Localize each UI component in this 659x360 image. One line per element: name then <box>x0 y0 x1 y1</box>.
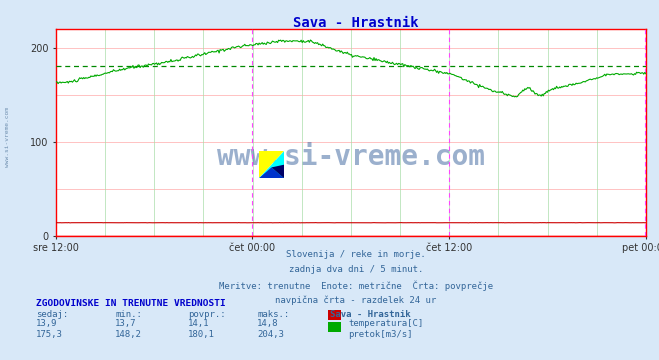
Text: www.si-vreme.com: www.si-vreme.com <box>5 107 11 167</box>
Text: www.si-vreme.com: www.si-vreme.com <box>217 143 485 171</box>
Text: 14,1: 14,1 <box>188 319 210 328</box>
Polygon shape <box>259 167 284 178</box>
Text: Sava - Hrastnik: Sava - Hrastnik <box>330 310 410 319</box>
Polygon shape <box>259 151 284 178</box>
Text: 180,1: 180,1 <box>188 330 215 339</box>
Text: Slovenija / reke in morje.: Slovenija / reke in morje. <box>286 250 426 259</box>
Polygon shape <box>272 165 284 178</box>
Text: navpična črta - razdelek 24 ur: navpična črta - razdelek 24 ur <box>275 296 436 305</box>
Text: temperatura[C]: temperatura[C] <box>348 319 423 328</box>
Text: ZGODOVINSKE IN TRENUTNE VREDNOSTI: ZGODOVINSKE IN TRENUTNE VREDNOSTI <box>36 299 226 308</box>
Text: sedaj:: sedaj: <box>36 310 69 319</box>
Text: Sava - Hrastnik: Sava - Hrastnik <box>293 16 418 30</box>
Text: 148,2: 148,2 <box>115 330 142 339</box>
Polygon shape <box>259 151 284 178</box>
Text: 13,7: 13,7 <box>115 319 137 328</box>
Text: 13,9: 13,9 <box>36 319 58 328</box>
Text: min.:: min.: <box>115 310 142 319</box>
Text: 175,3: 175,3 <box>36 330 63 339</box>
Text: maks.:: maks.: <box>257 310 289 319</box>
Text: 14,8: 14,8 <box>257 319 279 328</box>
Text: zadnja dva dni / 5 minut.: zadnja dva dni / 5 minut. <box>289 265 423 274</box>
Text: Meritve: trenutne  Enote: metrične  Črta: povprečje: Meritve: trenutne Enote: metrične Črta: … <box>219 280 493 291</box>
Text: pretok[m3/s]: pretok[m3/s] <box>348 330 413 339</box>
Text: povpr.:: povpr.: <box>188 310 225 319</box>
Text: 204,3: 204,3 <box>257 330 284 339</box>
